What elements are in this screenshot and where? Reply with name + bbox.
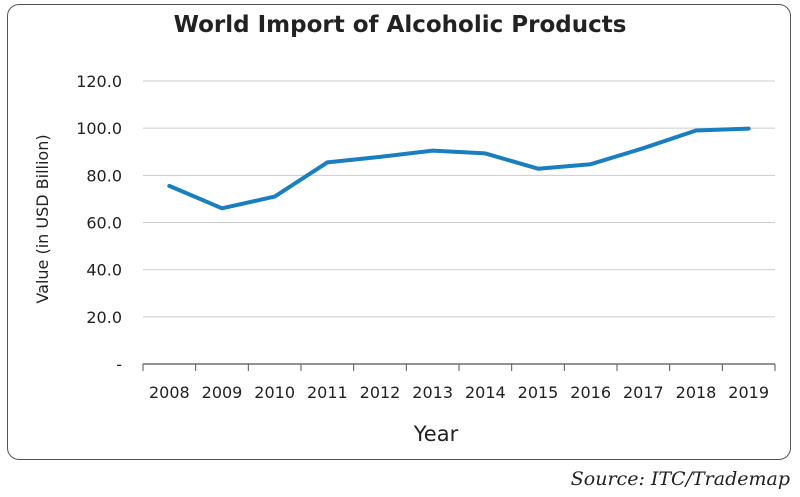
gridlines	[143, 80, 775, 318]
x-tick-label: 2012	[360, 383, 401, 402]
y-tick-labels: - 20.0 40.0 60.0 80.0 100.0 120.0	[76, 72, 122, 374]
y-tick-label: 20.0	[86, 308, 122, 327]
y-tick-label: 40.0	[86, 261, 122, 280]
chart-frame	[7, 4, 791, 460]
series-lines	[167, 126, 751, 211]
x-tick-label: 2018	[676, 383, 717, 402]
chart-title: World Import of Alcoholic Products	[173, 12, 627, 38]
x-tick-label: 2019	[728, 383, 769, 402]
x-tick-labels: 2008 2009 2010 2011 2012 2013 2014 2015 2016 2017…	[149, 383, 769, 402]
x-tick-label: 2009	[202, 383, 243, 402]
x-tick-label: 2013	[412, 383, 453, 402]
y-tick-label: 100.0	[76, 119, 122, 138]
series-line	[167, 126, 751, 211]
y-axis-label: Value (in USD Billion)	[33, 134, 52, 303]
y-tick-label: -	[116, 355, 122, 374]
x-axis-label: Year	[413, 422, 459, 446]
y-tick-label: 60.0	[86, 214, 122, 233]
source-note: Source: ITC/Trademap	[570, 468, 790, 490]
x-tick-label: 2011	[307, 383, 348, 402]
x-tick-label: 2010	[254, 383, 295, 402]
x-tick-label: 2016	[570, 383, 611, 402]
y-tick-label: 120.0	[76, 72, 122, 91]
x-tick-label: 2015	[518, 383, 559, 402]
x-tick-label: 2008	[149, 383, 190, 402]
y-tick-label: 80.0	[86, 166, 122, 185]
x-tick-label: 2017	[623, 383, 664, 402]
x-tick-label: 2014	[465, 383, 506, 402]
x-axis	[142, 363, 776, 371]
